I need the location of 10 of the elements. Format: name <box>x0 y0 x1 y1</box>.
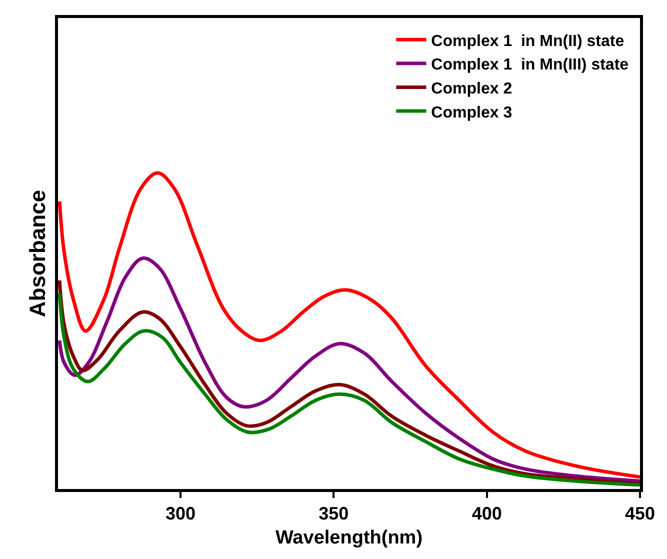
y-axis-title: Absorbance <box>24 190 50 318</box>
legend-label: Complex 3 <box>431 104 512 122</box>
x-tick-label: 400 <box>472 504 502 524</box>
legend-label: Complex 2 <box>431 80 512 98</box>
x-tick-label: 450 <box>624 504 656 524</box>
legend-label: Complex 1 in Mn(II) state <box>431 32 624 50</box>
x-tick-label: 300 <box>166 504 196 524</box>
x-axis-title: Wavelength(nm) <box>275 527 423 548</box>
legend-label: Complex 1 in Mn(III) state <box>431 56 629 74</box>
x-tick-label: 350 <box>318 504 349 524</box>
